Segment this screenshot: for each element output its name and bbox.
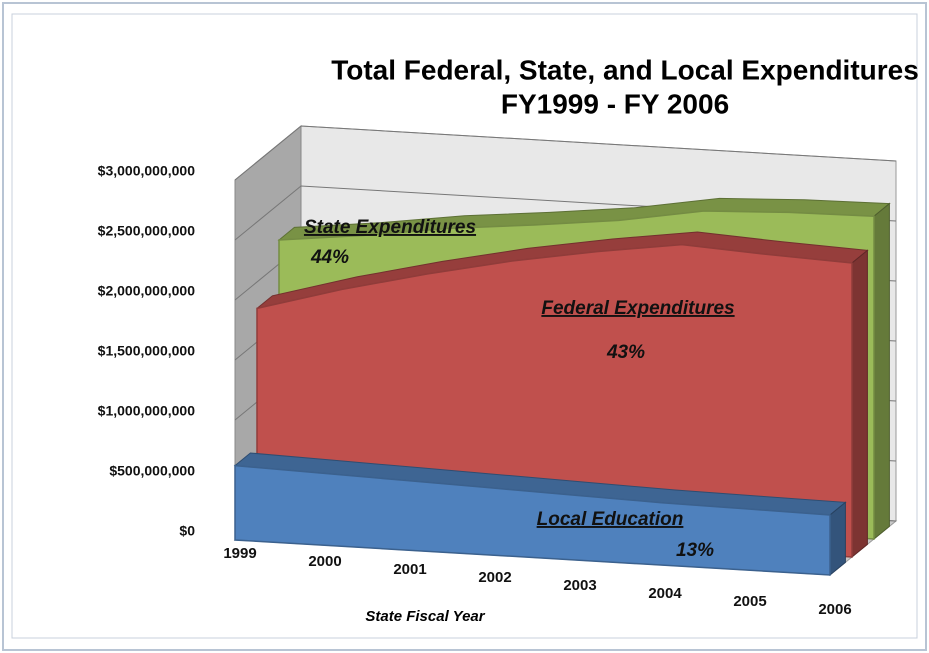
area-side bbox=[851, 249, 868, 559]
grid-line bbox=[234, 125, 897, 181]
annotation: 44% bbox=[310, 247, 349, 268]
y-tick-label: $500,000,000 bbox=[109, 463, 195, 479]
chart-subtitle: FY1999 - FY 2006 bbox=[501, 88, 729, 119]
y-tick-label: $1,000,000,000 bbox=[98, 403, 196, 419]
x-tick-label: 1999 bbox=[223, 545, 256, 562]
x-tick-label: 2006 bbox=[818, 601, 851, 618]
x-tick-label: 2000 bbox=[308, 553, 341, 570]
x-axis-label: State Fiscal Year bbox=[365, 608, 485, 625]
x-tick-label: 2003 bbox=[563, 577, 596, 594]
x-tick-label: 2002 bbox=[478, 569, 511, 586]
area bbox=[234, 464, 831, 576]
y-tick-label: $2,000,000,000 bbox=[98, 283, 196, 299]
annotation: Local Education bbox=[537, 509, 684, 530]
y-tick-label: $0 bbox=[179, 523, 195, 539]
chart-title: Total Federal, State, and Local Expendit… bbox=[331, 54, 919, 85]
x-tick-label: 2001 bbox=[393, 561, 426, 578]
y-tick-label: $2,500,000,000 bbox=[98, 223, 196, 239]
x-tick-label: 2005 bbox=[733, 593, 766, 610]
x-tick-label: 2004 bbox=[648, 585, 682, 602]
annotation: State Expenditures bbox=[304, 217, 476, 238]
area-side bbox=[873, 202, 890, 541]
annotation: 13% bbox=[676, 540, 714, 561]
plot: $0 $500,000,000 $1,000,000,000 $1,500,000,0… bbox=[98, 124, 898, 618]
y-tick-label: $1,500,000,000 bbox=[98, 343, 196, 359]
y-tick-label: $3,000,000,000 bbox=[98, 163, 196, 179]
area-side bbox=[829, 501, 846, 577]
frame-inner bbox=[11, 13, 918, 639]
annotation: 43% bbox=[606, 342, 645, 363]
annotation: Federal Expenditures bbox=[541, 298, 734, 319]
